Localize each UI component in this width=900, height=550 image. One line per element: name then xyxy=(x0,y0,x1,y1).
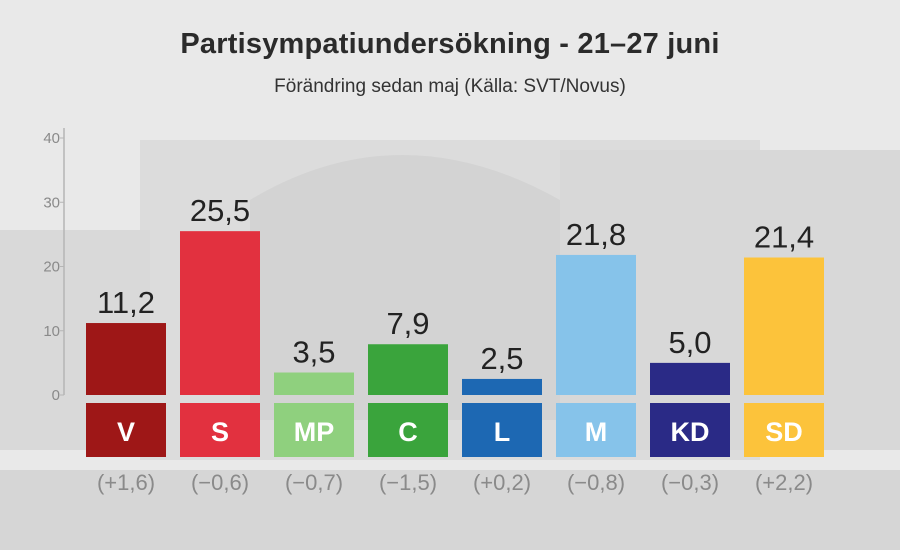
value-label-v: 11,2 xyxy=(97,285,155,320)
value-label-mp: 3,5 xyxy=(292,335,335,370)
y-tick-label: 20 xyxy=(43,259,60,276)
y-tick-label: 0 xyxy=(52,387,60,404)
party-label-m: M xyxy=(585,417,608,447)
party-label-s: S xyxy=(211,417,229,447)
bar-sd xyxy=(744,257,824,395)
party-box-c xyxy=(368,403,448,457)
value-label-sd: 21,4 xyxy=(754,220,814,255)
bar-l xyxy=(462,378,542,395)
value-label-s: 25,5 xyxy=(190,193,250,228)
value-label-m: 21,8 xyxy=(566,217,626,252)
change-label-kd: (−0,3) xyxy=(661,470,719,495)
value-label-l: 2,5 xyxy=(480,341,523,376)
party-label-c: C xyxy=(398,417,418,447)
bar-s xyxy=(180,231,260,395)
y-tick-label: 30 xyxy=(43,194,60,211)
bar-m xyxy=(556,254,636,395)
y-tick-label: 40 xyxy=(43,130,60,147)
bar-mp xyxy=(274,372,354,395)
change-label-s: (−0,6) xyxy=(191,470,249,495)
value-label-c: 7,9 xyxy=(386,306,429,341)
change-label-c: (−1,5) xyxy=(379,470,437,495)
chart-subtitle: Förändring sedan maj (Källa: SVT/Novus) xyxy=(274,76,626,97)
party-box-mp xyxy=(274,403,354,457)
party-box-sd xyxy=(744,403,824,457)
party-label-v: V xyxy=(117,417,135,447)
change-label-m: (−0,8) xyxy=(567,470,625,495)
party-box-s xyxy=(180,403,260,457)
change-label-mp: (−0,7) xyxy=(285,470,343,495)
party-box-v xyxy=(86,403,166,457)
change-label-l: (+0,2) xyxy=(473,470,531,495)
party-box-l xyxy=(462,403,542,457)
chart-title: Partisympatiundersökning - 21–27 juni xyxy=(180,28,720,60)
bar-v xyxy=(86,323,166,395)
change-label-sd: (+2,2) xyxy=(755,470,813,495)
y-tick-label: 10 xyxy=(43,323,60,340)
bar-kd xyxy=(650,362,730,395)
party-label-kd: KD xyxy=(671,417,710,447)
party-box-kd xyxy=(650,403,730,457)
party-label-mp: MP xyxy=(294,417,335,447)
party-label-sd: SD xyxy=(765,417,803,447)
party-box-m xyxy=(556,403,636,457)
value-label-kd: 5,0 xyxy=(668,325,711,360)
change-label-v: (+1,6) xyxy=(97,470,155,495)
party-label-l: L xyxy=(494,417,511,447)
bar-c xyxy=(368,344,448,395)
